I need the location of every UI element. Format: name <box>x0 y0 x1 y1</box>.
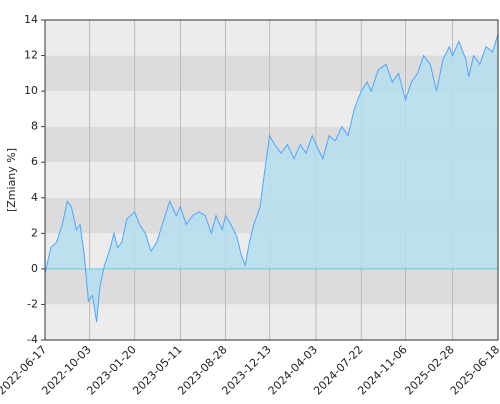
y-tick-label: -2 <box>27 297 38 310</box>
band <box>45 304 498 340</box>
line <box>44 34 499 323</box>
y-tick-label: 8 <box>31 120 38 133</box>
y-tick-label: 6 <box>31 155 38 168</box>
y-tick-label: 10 <box>24 84 38 97</box>
y-axis-label: [Zmiany %] <box>5 148 18 212</box>
y-tick-label: 14 <box>24 13 38 26</box>
plot-frame <box>44 19 499 341</box>
y-tick-label: 2 <box>31 226 38 239</box>
band <box>45 268 498 305</box>
area <box>45 34 498 323</box>
y-tick-label: 12 <box>24 49 38 62</box>
y-tick-label: 0 <box>31 262 38 275</box>
y-tick-label: -4 <box>27 333 38 346</box>
y-tick-label: 4 <box>31 191 38 204</box>
band <box>45 20 498 56</box>
